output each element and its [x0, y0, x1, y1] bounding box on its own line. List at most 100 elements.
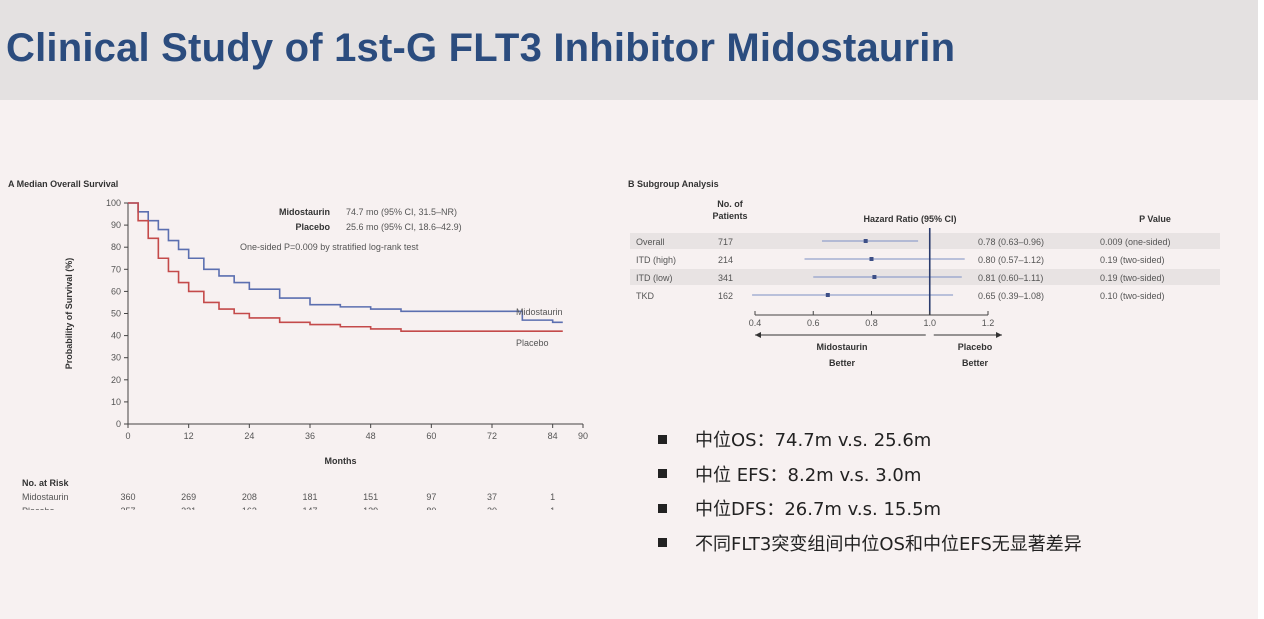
- bullet-text: 中位 EFS：8.2m v.s. 3.0m: [695, 464, 922, 486]
- legend-label-midostaurin: Midostaurin: [279, 207, 330, 217]
- x-tick-label: 36: [305, 431, 315, 441]
- bullet-marker: [658, 538, 667, 548]
- y-axis-label: Probability of Survival (%): [64, 258, 74, 370]
- row-shade: [630, 233, 1220, 249]
- legend-label-placebo: Placebo: [295, 222, 330, 232]
- col-patients-header: No. of Patients: [712, 199, 747, 221]
- placebo-better-label: Placebo Better: [958, 342, 993, 368]
- title-band: [0, 0, 1264, 100]
- x-tick-label: 48: [366, 431, 376, 441]
- bullet-item: 不同FLT3突变组间中位OS和中位EFS无显著差异: [658, 526, 1082, 561]
- x-tick-label: 0: [125, 431, 130, 441]
- risk-value: 1: [550, 506, 555, 510]
- subgroup-label: ITD (high): [636, 255, 676, 265]
- risk-value: 151: [363, 492, 378, 502]
- x-tick-label: 24: [244, 431, 254, 441]
- y-tick-label: 20: [111, 375, 121, 385]
- hr-point: [872, 275, 877, 279]
- y-tick-label: 50: [111, 309, 121, 319]
- forest-x-tick-label: 0.8: [865, 318, 878, 328]
- risk-value: 208: [242, 492, 257, 502]
- forest-x-tick-label: 0.4: [749, 318, 762, 328]
- midostaurin-better-label: Midostaurin Better: [817, 342, 868, 368]
- pvalue-note: One-sided P=0.009 by stratified log-rank…: [240, 242, 419, 252]
- risk-table-title: No. at Risk: [22, 478, 70, 488]
- patient-count: 214: [718, 255, 733, 265]
- risk-value: 269: [181, 492, 196, 502]
- series-line-midostaurin: [128, 202, 563, 324]
- panel-b-heading: B Subgroup Analysis: [628, 179, 719, 189]
- hr-value: 0.78 (0.63–0.96): [978, 237, 1044, 247]
- bullet-text: 不同FLT3突变组间中位OS和中位EFS无显著差异: [695, 533, 1082, 555]
- x-tick-label: 90: [578, 431, 588, 441]
- y-tick-label: 100: [106, 198, 121, 208]
- bullet-text: 中位DFS：26.7m v.s. 15.5m: [695, 499, 942, 521]
- bullet-item: 中位OS：74.7m v.s. 25.6m: [658, 422, 1082, 457]
- risk-value: 147: [302, 506, 317, 510]
- x-tick-label: 84: [548, 431, 558, 441]
- bullet-list: 中位OS：74.7m v.s. 25.6m 中位 EFS：8.2m v.s. 3…: [658, 422, 1082, 560]
- risk-value: 37: [487, 492, 497, 502]
- forest-plot: B Subgroup Analysis No. of Patients Hazar…: [628, 179, 1220, 368]
- p-value: 0.10 (two-sided): [1100, 291, 1165, 301]
- risk-value: 357: [120, 506, 135, 510]
- p-value: 0.009 (one-sided): [1100, 237, 1171, 247]
- bullet-item: 中位 EFS：8.2m v.s. 3.0m: [658, 457, 1082, 492]
- subgroup-label: ITD (low): [636, 273, 673, 283]
- y-tick-label: 80: [111, 242, 121, 252]
- col-hr-header: Hazard Ratio (95% CI): [863, 214, 956, 224]
- y-tick-label: 60: [111, 286, 121, 296]
- patient-count: 341: [718, 273, 733, 283]
- bullet-marker: [658, 469, 667, 479]
- bullet-marker: [658, 434, 667, 444]
- forest-x-tick-label: 1.2: [982, 318, 995, 328]
- hr-value: 0.80 (0.57–1.12): [978, 255, 1044, 265]
- panel-a-heading: A Median Overall Survival: [8, 179, 118, 189]
- risk-value: 181: [302, 492, 317, 502]
- y-tick-label: 0: [116, 419, 121, 429]
- hr-point: [869, 257, 874, 261]
- x-tick-label: 72: [487, 431, 497, 441]
- risk-value: 1: [550, 492, 555, 502]
- hr-point: [825, 293, 830, 297]
- risk-value: 30: [487, 506, 497, 510]
- slide-edge: [1258, 0, 1264, 619]
- risk-value: 80: [426, 506, 436, 510]
- x-axis-label: Months: [325, 456, 357, 466]
- forest-x-tick-label: 0.6: [807, 318, 820, 328]
- slide-title: Clinical Study of 1st-G FLT3 Inhibitor M…: [6, 26, 956, 70]
- survival-chart: A Median Overall Survival 01020304050607…: [8, 179, 588, 510]
- p-value: 0.19 (two-sided): [1100, 273, 1165, 283]
- x-tick-label: 60: [426, 431, 436, 441]
- subgroup-label: Overall: [636, 237, 665, 247]
- risk-row-name: Midostaurin: [22, 492, 69, 502]
- bullet-text: 中位OS：74.7m v.s. 25.6m: [695, 430, 932, 452]
- series-line-placebo: [128, 202, 563, 332]
- curve-label-placebo: Placebo: [516, 338, 549, 348]
- y-tick-label: 40: [111, 331, 121, 341]
- forest-x-tick-label: 1.0: [923, 318, 936, 328]
- hr-point: [863, 239, 868, 243]
- hr-value: 0.81 (0.60–1.11): [978, 273, 1043, 283]
- y-tick-label: 10: [111, 397, 121, 407]
- legend-text-placebo: 25.6 mo (95% CI, 18.6–42.9): [346, 222, 462, 232]
- y-tick-label: 30: [111, 353, 121, 363]
- subgroup-label: TKD: [636, 291, 655, 301]
- legend-text-midostaurin: 74.7 mo (95% CI, 31.5–NR): [346, 207, 457, 217]
- risk-value: 129: [363, 506, 378, 510]
- risk-value: 221: [181, 506, 196, 510]
- y-tick-label: 90: [111, 220, 121, 230]
- col-p-header: P Value: [1139, 214, 1171, 224]
- risk-value: 97: [426, 492, 436, 502]
- hr-value: 0.65 (0.39–1.08): [978, 291, 1044, 301]
- y-tick-label: 70: [111, 264, 121, 274]
- risk-value: 163: [242, 506, 257, 510]
- arrow-right-head: [996, 332, 1002, 338]
- patient-count: 162: [718, 291, 733, 301]
- x-tick-label: 12: [184, 431, 194, 441]
- risk-row-name: Placebo: [22, 506, 55, 510]
- patient-count: 717: [718, 237, 733, 247]
- arrow-left-head: [755, 332, 761, 338]
- p-value: 0.19 (two-sided): [1100, 255, 1165, 265]
- bullet-item: 中位DFS：26.7m v.s. 15.5m: [658, 491, 1082, 526]
